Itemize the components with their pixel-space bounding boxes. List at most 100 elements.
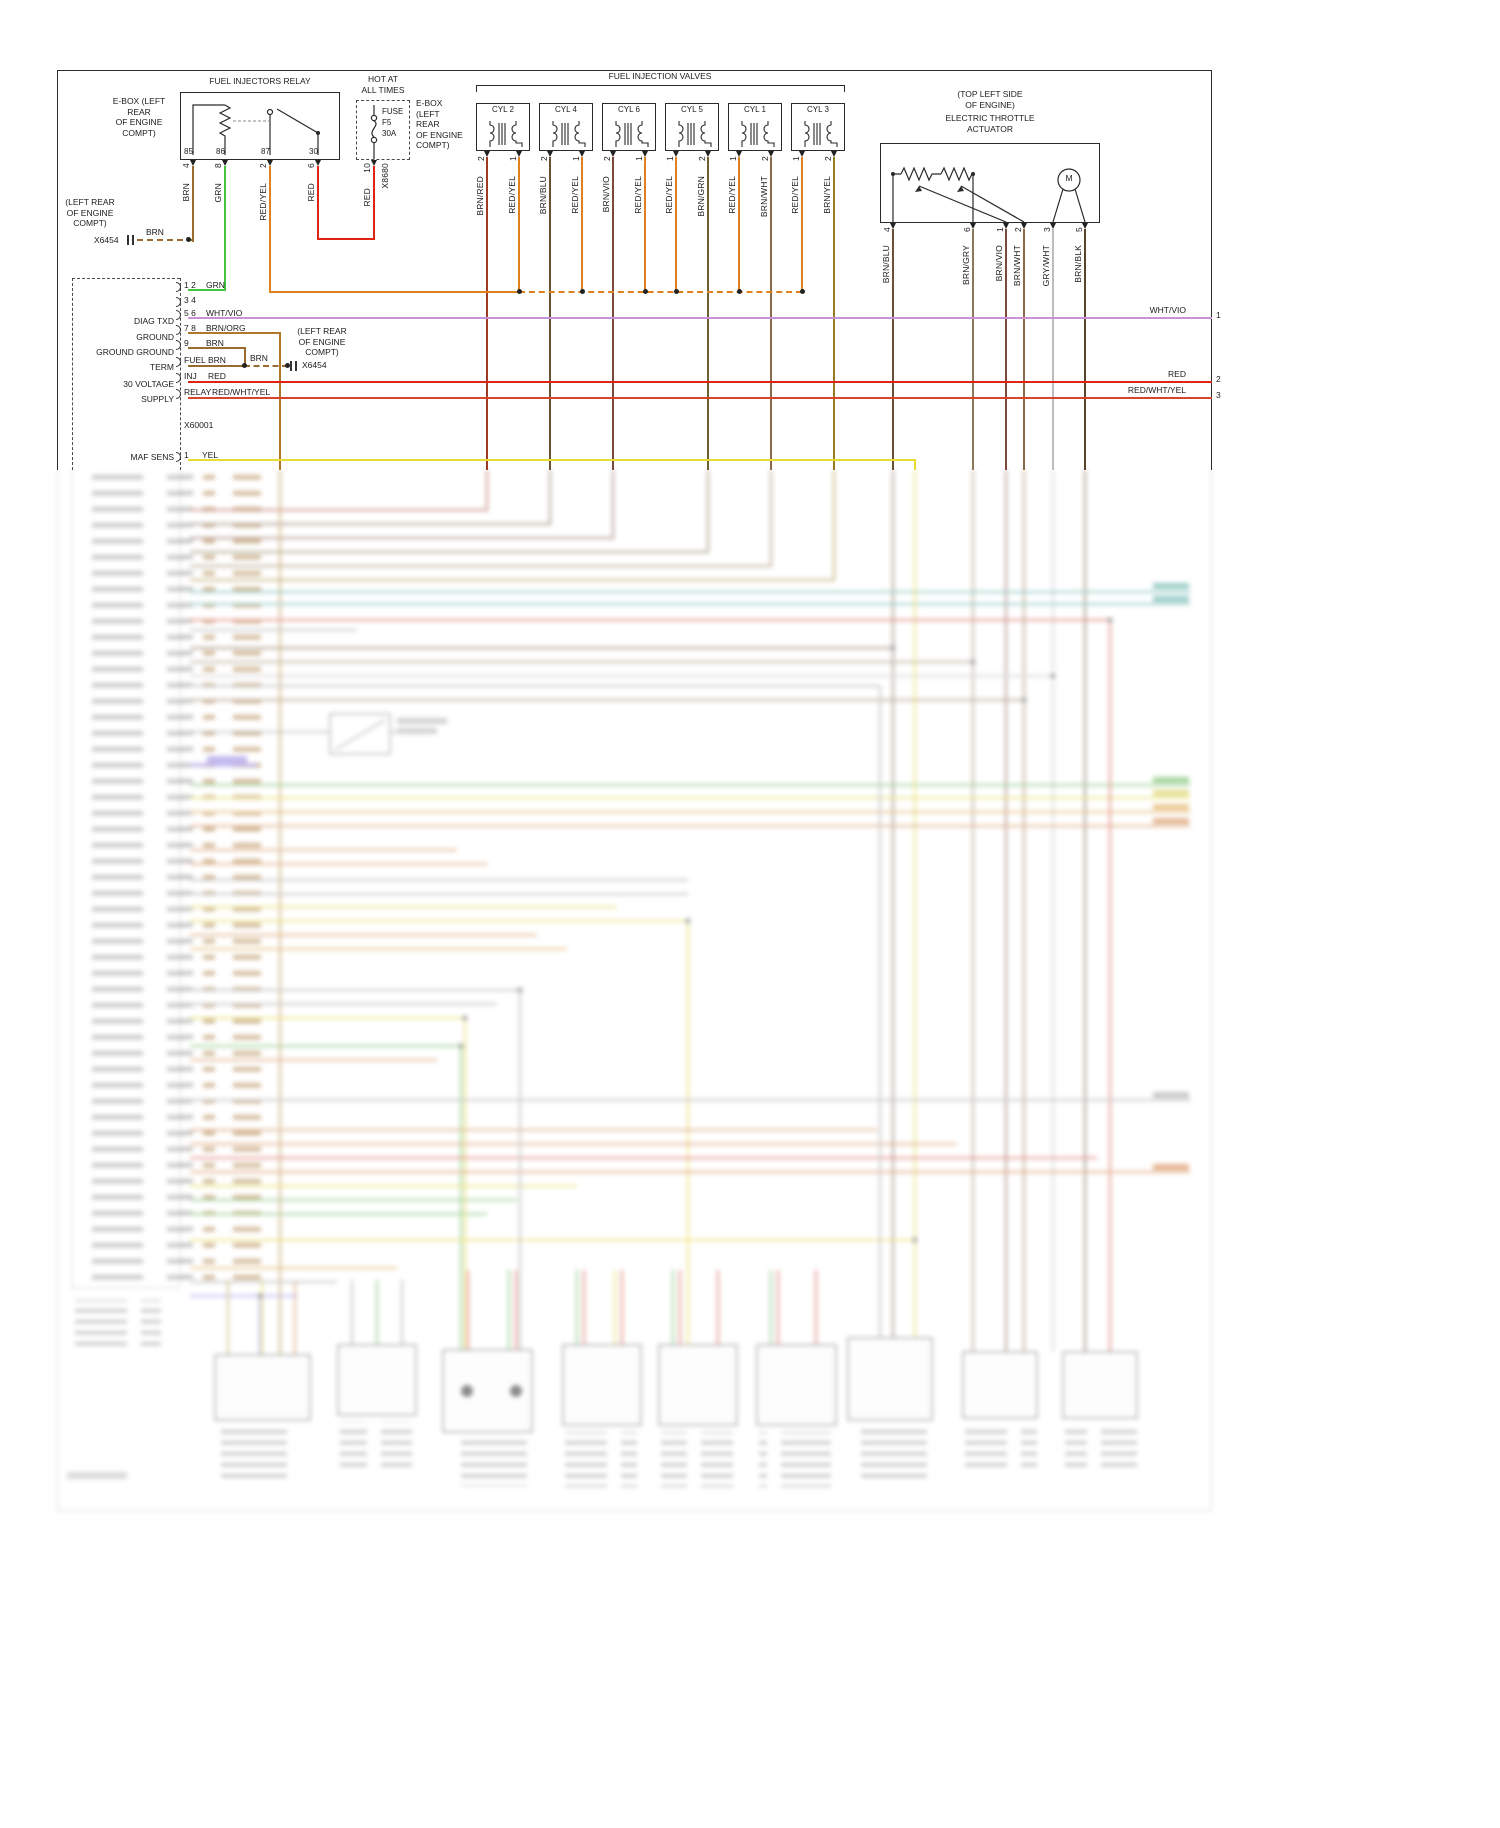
injector-wire-arrow bbox=[704, 151, 711, 157]
injector-coil-icon bbox=[489, 121, 523, 147]
splice-dot bbox=[186, 237, 191, 242]
injector-wire-color: BRN/BLU bbox=[538, 176, 548, 215]
injector-coil-icon bbox=[678, 121, 712, 147]
wire-redyel-common bbox=[269, 291, 519, 293]
injector-wire-color: BRN/YEL bbox=[822, 176, 832, 214]
wire-redyel bbox=[644, 157, 646, 292]
ecu-connector-id: X60001 bbox=[184, 420, 214, 430]
injector-wire-color: RED/YEL bbox=[790, 176, 800, 214]
wire-redyel-common-dashed bbox=[519, 291, 802, 293]
valves-bracket-line bbox=[476, 85, 845, 86]
splice-dot bbox=[285, 363, 290, 368]
injector-terminal: 2 bbox=[697, 156, 707, 161]
relay-pin-86: 86 bbox=[216, 147, 225, 156]
injector-label: CYL 5 bbox=[681, 105, 703, 114]
relay-title: FUEL INJECTORS RELAY bbox=[209, 76, 311, 86]
injection-valves-title: FUEL INJECTION VALVES bbox=[608, 71, 712, 81]
relay-wire-arrow bbox=[314, 160, 321, 166]
injector-terminal: 1 bbox=[571, 156, 581, 161]
ecu-pins: RELAY bbox=[184, 387, 212, 397]
throttle-wire-arrow bbox=[889, 223, 896, 229]
ecu-pins: 3 4 bbox=[184, 295, 196, 305]
injector-wire-arrow bbox=[546, 151, 553, 157]
injector-terminal: 1 bbox=[791, 156, 801, 161]
relay-wire-color: BRN bbox=[181, 183, 191, 202]
fuse-connector-id: X8680 bbox=[380, 163, 390, 189]
injector-wire-color: BRN/WHT bbox=[759, 176, 769, 218]
injector-wire-color: BRN/VIO bbox=[601, 176, 611, 213]
injector-wire-arrow bbox=[798, 151, 805, 157]
ecu-wire-color: BRN bbox=[208, 355, 226, 365]
injector-wire-arrow bbox=[515, 151, 522, 157]
ecu-function-label: GROUND bbox=[136, 332, 174, 342]
ecu-pins: 5 6 bbox=[184, 308, 196, 318]
junction-dot bbox=[674, 289, 679, 294]
injector-wire-color: RED/YEL bbox=[727, 176, 737, 214]
wire-brn bbox=[192, 166, 194, 242]
fuse-header: HOT AT ALL TIMES bbox=[361, 74, 405, 95]
throttle-terminal: 1 bbox=[995, 227, 1005, 232]
throttle-terminal: 2 bbox=[1013, 227, 1023, 232]
throttle-wire-color: BRN/BLK bbox=[1073, 245, 1083, 283]
ecu-function-label: GROUND GROUND bbox=[96, 347, 174, 357]
wire-redyel bbox=[738, 157, 740, 292]
right-edge-circuit-number: 2 bbox=[1216, 374, 1221, 384]
relay-coil-switch-icon bbox=[192, 104, 320, 155]
splice-top-id: X6454 bbox=[94, 235, 119, 245]
throttle-terminal: 5 bbox=[1074, 227, 1084, 232]
throttle-terminal: 4 bbox=[882, 227, 892, 232]
throttle-terminal: 3 bbox=[1042, 227, 1052, 232]
injector-terminal: 1 bbox=[665, 156, 675, 161]
wire-whtvio bbox=[188, 317, 1212, 319]
throttle-wire-color: BRN/GRY bbox=[961, 245, 971, 285]
relay-wire-arrow bbox=[221, 160, 228, 166]
injector-wire-arrow bbox=[641, 151, 648, 157]
injector-wire-arrow bbox=[767, 151, 774, 157]
injector-label: CYL 1 bbox=[744, 105, 766, 114]
fuse-box bbox=[356, 100, 410, 160]
ecu-function-label: MAF SENS bbox=[130, 452, 174, 462]
injector-wire-color: RED/YEL bbox=[570, 176, 580, 214]
relay-wire-color: RED bbox=[306, 183, 316, 202]
injector-label: CYL 2 bbox=[492, 105, 514, 114]
wire-brnvio bbox=[612, 157, 614, 470]
injector-wire-arrow bbox=[578, 151, 585, 157]
relay-terminal: 8 bbox=[213, 163, 223, 168]
throttle-wire-arrow bbox=[1081, 223, 1088, 229]
wire-yel bbox=[914, 459, 916, 470]
relay-pin-85: 85 bbox=[184, 147, 193, 156]
wire-brnvio bbox=[1005, 229, 1007, 470]
ecu-wire-color: RED/WHT/YEL bbox=[212, 387, 271, 397]
injector-label: CYL 4 bbox=[555, 105, 577, 114]
relay-wire-color: RED/YEL bbox=[258, 183, 268, 221]
ecu-function-label: TERM bbox=[149, 362, 174, 372]
ecu-pins: 1 bbox=[184, 450, 189, 460]
splice-mid-id: X6454 bbox=[302, 360, 327, 370]
ecu-function-label: 30 VOLTAGE bbox=[123, 379, 174, 389]
wire-redyel bbox=[518, 157, 520, 292]
ecu-function-label: DIAG TXD bbox=[134, 316, 174, 326]
wire-redwhtyel bbox=[188, 397, 1212, 399]
ecu-pins: 9 bbox=[184, 338, 189, 348]
injector-coil-icon bbox=[804, 121, 838, 147]
valves-bracket-tick bbox=[476, 85, 477, 92]
wire-grn bbox=[188, 289, 226, 291]
injector-terminal: 2 bbox=[476, 156, 486, 161]
throttle-wire-color: GRY/WHT bbox=[1041, 245, 1051, 287]
motor-label: M bbox=[1065, 173, 1073, 183]
wire-redyel bbox=[269, 166, 271, 293]
fuse-label: FUSE F5 30A bbox=[382, 107, 404, 138]
ecu-function-label: SUPPLY bbox=[141, 394, 174, 404]
injector-wire-arrow bbox=[830, 151, 837, 157]
injector-box bbox=[476, 103, 530, 151]
ecu-wire-color: GRN bbox=[206, 280, 225, 290]
injector-label: CYL 6 bbox=[618, 105, 640, 114]
wire-brn bbox=[188, 347, 246, 349]
ecu-wire-color: BRN/ORG bbox=[206, 323, 246, 333]
throttle-title: ELECTRIC THROTTLE ACTUATOR bbox=[945, 113, 1035, 134]
wire-brn-dashed bbox=[244, 365, 288, 367]
throttle-location-label: (TOP LEFT SIDE OF ENGINE) bbox=[957, 89, 1023, 110]
injector-terminal: 2 bbox=[602, 156, 612, 161]
splice-top-wire-color: BRN bbox=[146, 227, 164, 237]
